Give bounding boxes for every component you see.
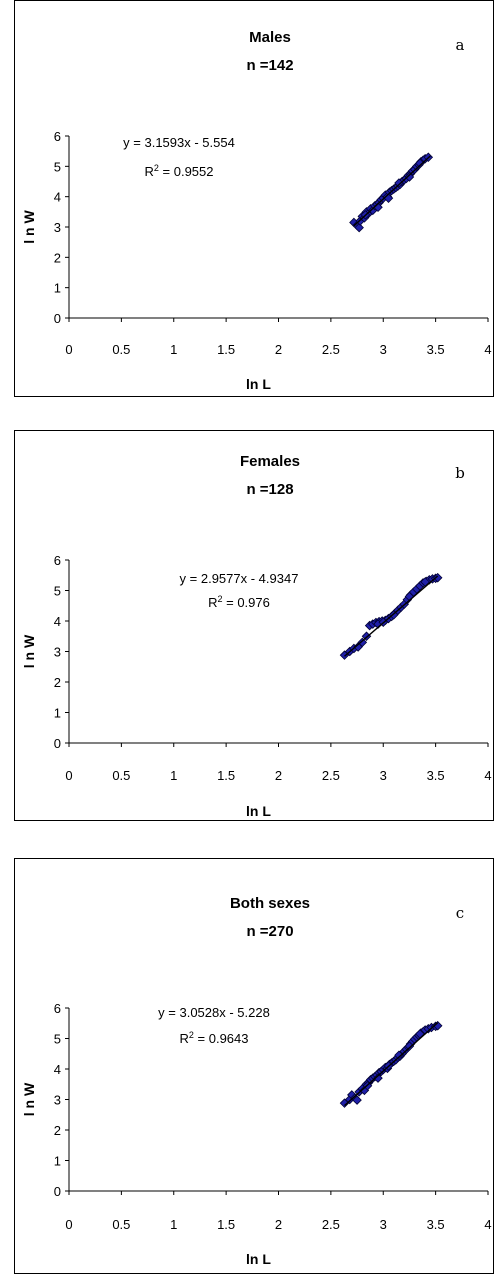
x-axis-label: ln L <box>246 376 271 392</box>
y-tick-label: 3 <box>54 645 61 660</box>
y-tick-label: 6 <box>54 1001 61 1016</box>
x-tick-label: 2 <box>275 768 282 783</box>
y-tick-label: 5 <box>54 584 61 599</box>
regression-equation: y = 3.0528x - 5.228 <box>158 1005 270 1020</box>
x-tick-label: 3 <box>380 1217 387 1232</box>
x-tick-label: 0 <box>65 1217 72 1232</box>
r-squared-superscript: 2 <box>218 594 223 604</box>
x-tick-label: 1 <box>170 342 177 357</box>
trend-line <box>353 155 431 227</box>
data-point <box>432 572 443 583</box>
r-squared-prefix: R <box>145 164 154 179</box>
y-tick-label: 1 <box>54 281 61 296</box>
chart-panel-females: Females n =128 b 0 1 2 3 4 5 6 0 0.5 1 1.5 2 2.5 3 3.5 4 ln… <box>14 430 494 821</box>
x-tick-label: 3.5 <box>427 768 445 783</box>
scatter-chart-males: Males n =142 a 0 1 2 3 4 5 6 0 0.5 1 1.5 2 2.5 3 3.5 4 ln L… <box>21 29 492 392</box>
y-tick-label: 3 <box>54 220 61 235</box>
x-tick-label: 1.5 <box>217 1217 235 1232</box>
x-tick-label: 4 <box>484 342 491 357</box>
data-point <box>352 1095 362 1105</box>
chart-subtitle: n =270 <box>246 923 293 940</box>
y-tick-label: 1 <box>54 1154 61 1169</box>
x-tick-label: 0.5 <box>112 768 130 783</box>
x-tick-label: 4 <box>484 768 491 783</box>
x-tick-label: 1 <box>170 1217 177 1232</box>
y-tick-label: 4 <box>54 614 61 629</box>
x-axis-label: ln L <box>246 1251 271 1267</box>
x-tick-label: 2.5 <box>322 342 340 357</box>
y-tick-label: 5 <box>54 159 61 174</box>
x-tick-label: 2 <box>275 342 282 357</box>
y-tick-label: 0 <box>54 736 61 751</box>
chart-title: Both sexes <box>230 895 310 912</box>
y-tick-label: 6 <box>54 129 61 144</box>
trend-line <box>344 1022 439 1107</box>
y-axis-label: l n W <box>21 209 37 243</box>
regression-equation: y = 3.1593x - 5.554 <box>123 135 235 150</box>
trend-line <box>344 575 439 657</box>
x-tick-label: 1.5 <box>217 768 235 783</box>
data-point <box>357 637 368 648</box>
x-tick-label: 3 <box>380 342 387 357</box>
panel-letter: b <box>455 464 465 482</box>
data-point <box>415 158 425 169</box>
x-tick-label: 3 <box>380 768 387 783</box>
x-tick-label: 0 <box>65 342 72 357</box>
scatter-chart-both-sexes: Both sexes n =270 c 0 1 2 3 4 5 6 0 0.5 1 1.5 2 2.5 3 3.5… <box>21 895 492 1267</box>
x-tick-label: 3.5 <box>427 342 445 357</box>
x-tick-label: 0.5 <box>112 1217 130 1232</box>
y-tick-label: 6 <box>54 553 61 568</box>
x-tick-label: 0 <box>65 768 72 783</box>
chart-subtitle: n =142 <box>246 57 293 74</box>
x-tick-label: 1 <box>170 768 177 783</box>
x-tick-label: 4 <box>484 1217 491 1232</box>
regression-equation: y = 2.9577x - 4.9347 <box>180 571 299 586</box>
chart-panel-males: Males n =142 a 0 1 2 3 4 5 6 0 0.5 1 1.5 2 2.5 3 3.5 4 ln L… <box>14 0 494 397</box>
data-point <box>373 1073 383 1083</box>
panel-letter: a <box>456 36 465 54</box>
r-squared-prefix: R <box>208 595 217 610</box>
panel-letter: c <box>456 904 464 922</box>
chart-subtitle: n =128 <box>246 481 293 498</box>
x-tick-label: 2 <box>275 1217 282 1232</box>
r-squared-value: = 0.9552 <box>159 164 214 179</box>
y-tick-label: 2 <box>54 250 61 265</box>
r-squared-label: R2 = 0.9643 <box>180 1030 249 1046</box>
y-tick-label: 4 <box>54 190 61 205</box>
data-point <box>404 172 415 182</box>
chart-title: Males <box>249 29 291 46</box>
chart-title: Females <box>240 453 300 470</box>
r-squared-value: = 0.9643 <box>194 1031 249 1046</box>
y-tick-label: 5 <box>54 1032 61 1047</box>
x-axis-label: ln L <box>246 803 271 819</box>
x-tick-label: 0.5 <box>112 342 130 357</box>
y-axis-label: l n W <box>21 634 37 668</box>
x-tick-label: 1.5 <box>217 342 235 357</box>
y-axis-label: l n W <box>21 1082 37 1116</box>
y-tick-label: 0 <box>54 1184 61 1199</box>
r-squared-label: R2 = 0.9552 <box>145 163 214 179</box>
y-tick-label: 1 <box>54 706 61 721</box>
scatter-chart-females: Females n =128 b 0 1 2 3 4 5 6 0 0.5 1 1.5 2 2.5 3 3.5 4 ln… <box>21 453 492 819</box>
y-tick-label: 4 <box>54 1062 61 1077</box>
y-tick-label: 0 <box>54 311 61 326</box>
y-tick-label: 2 <box>54 675 61 690</box>
y-tick-label: 2 <box>54 1123 61 1138</box>
x-tick-label: 3.5 <box>427 1217 445 1232</box>
data-point <box>354 222 364 233</box>
panel-border <box>14 430 494 821</box>
r-squared-prefix: R <box>180 1031 189 1046</box>
r-squared-label: R2 = 0.976 <box>208 594 270 610</box>
panel-border <box>14 0 494 397</box>
x-tick-label: 2.5 <box>322 768 340 783</box>
chart-panel-both-sexes: Both sexes n =270 c 0 1 2 3 4 5 6 0 0.5 1 1.5 2 2.5 3 3.5… <box>14 858 494 1274</box>
y-tick-label: 3 <box>54 1093 61 1108</box>
x-tick-label: 2.5 <box>322 1217 340 1232</box>
r-squared-value: = 0.976 <box>223 595 270 610</box>
r-squared-superscript: 2 <box>154 163 159 173</box>
r-squared-superscript: 2 <box>189 1030 194 1040</box>
